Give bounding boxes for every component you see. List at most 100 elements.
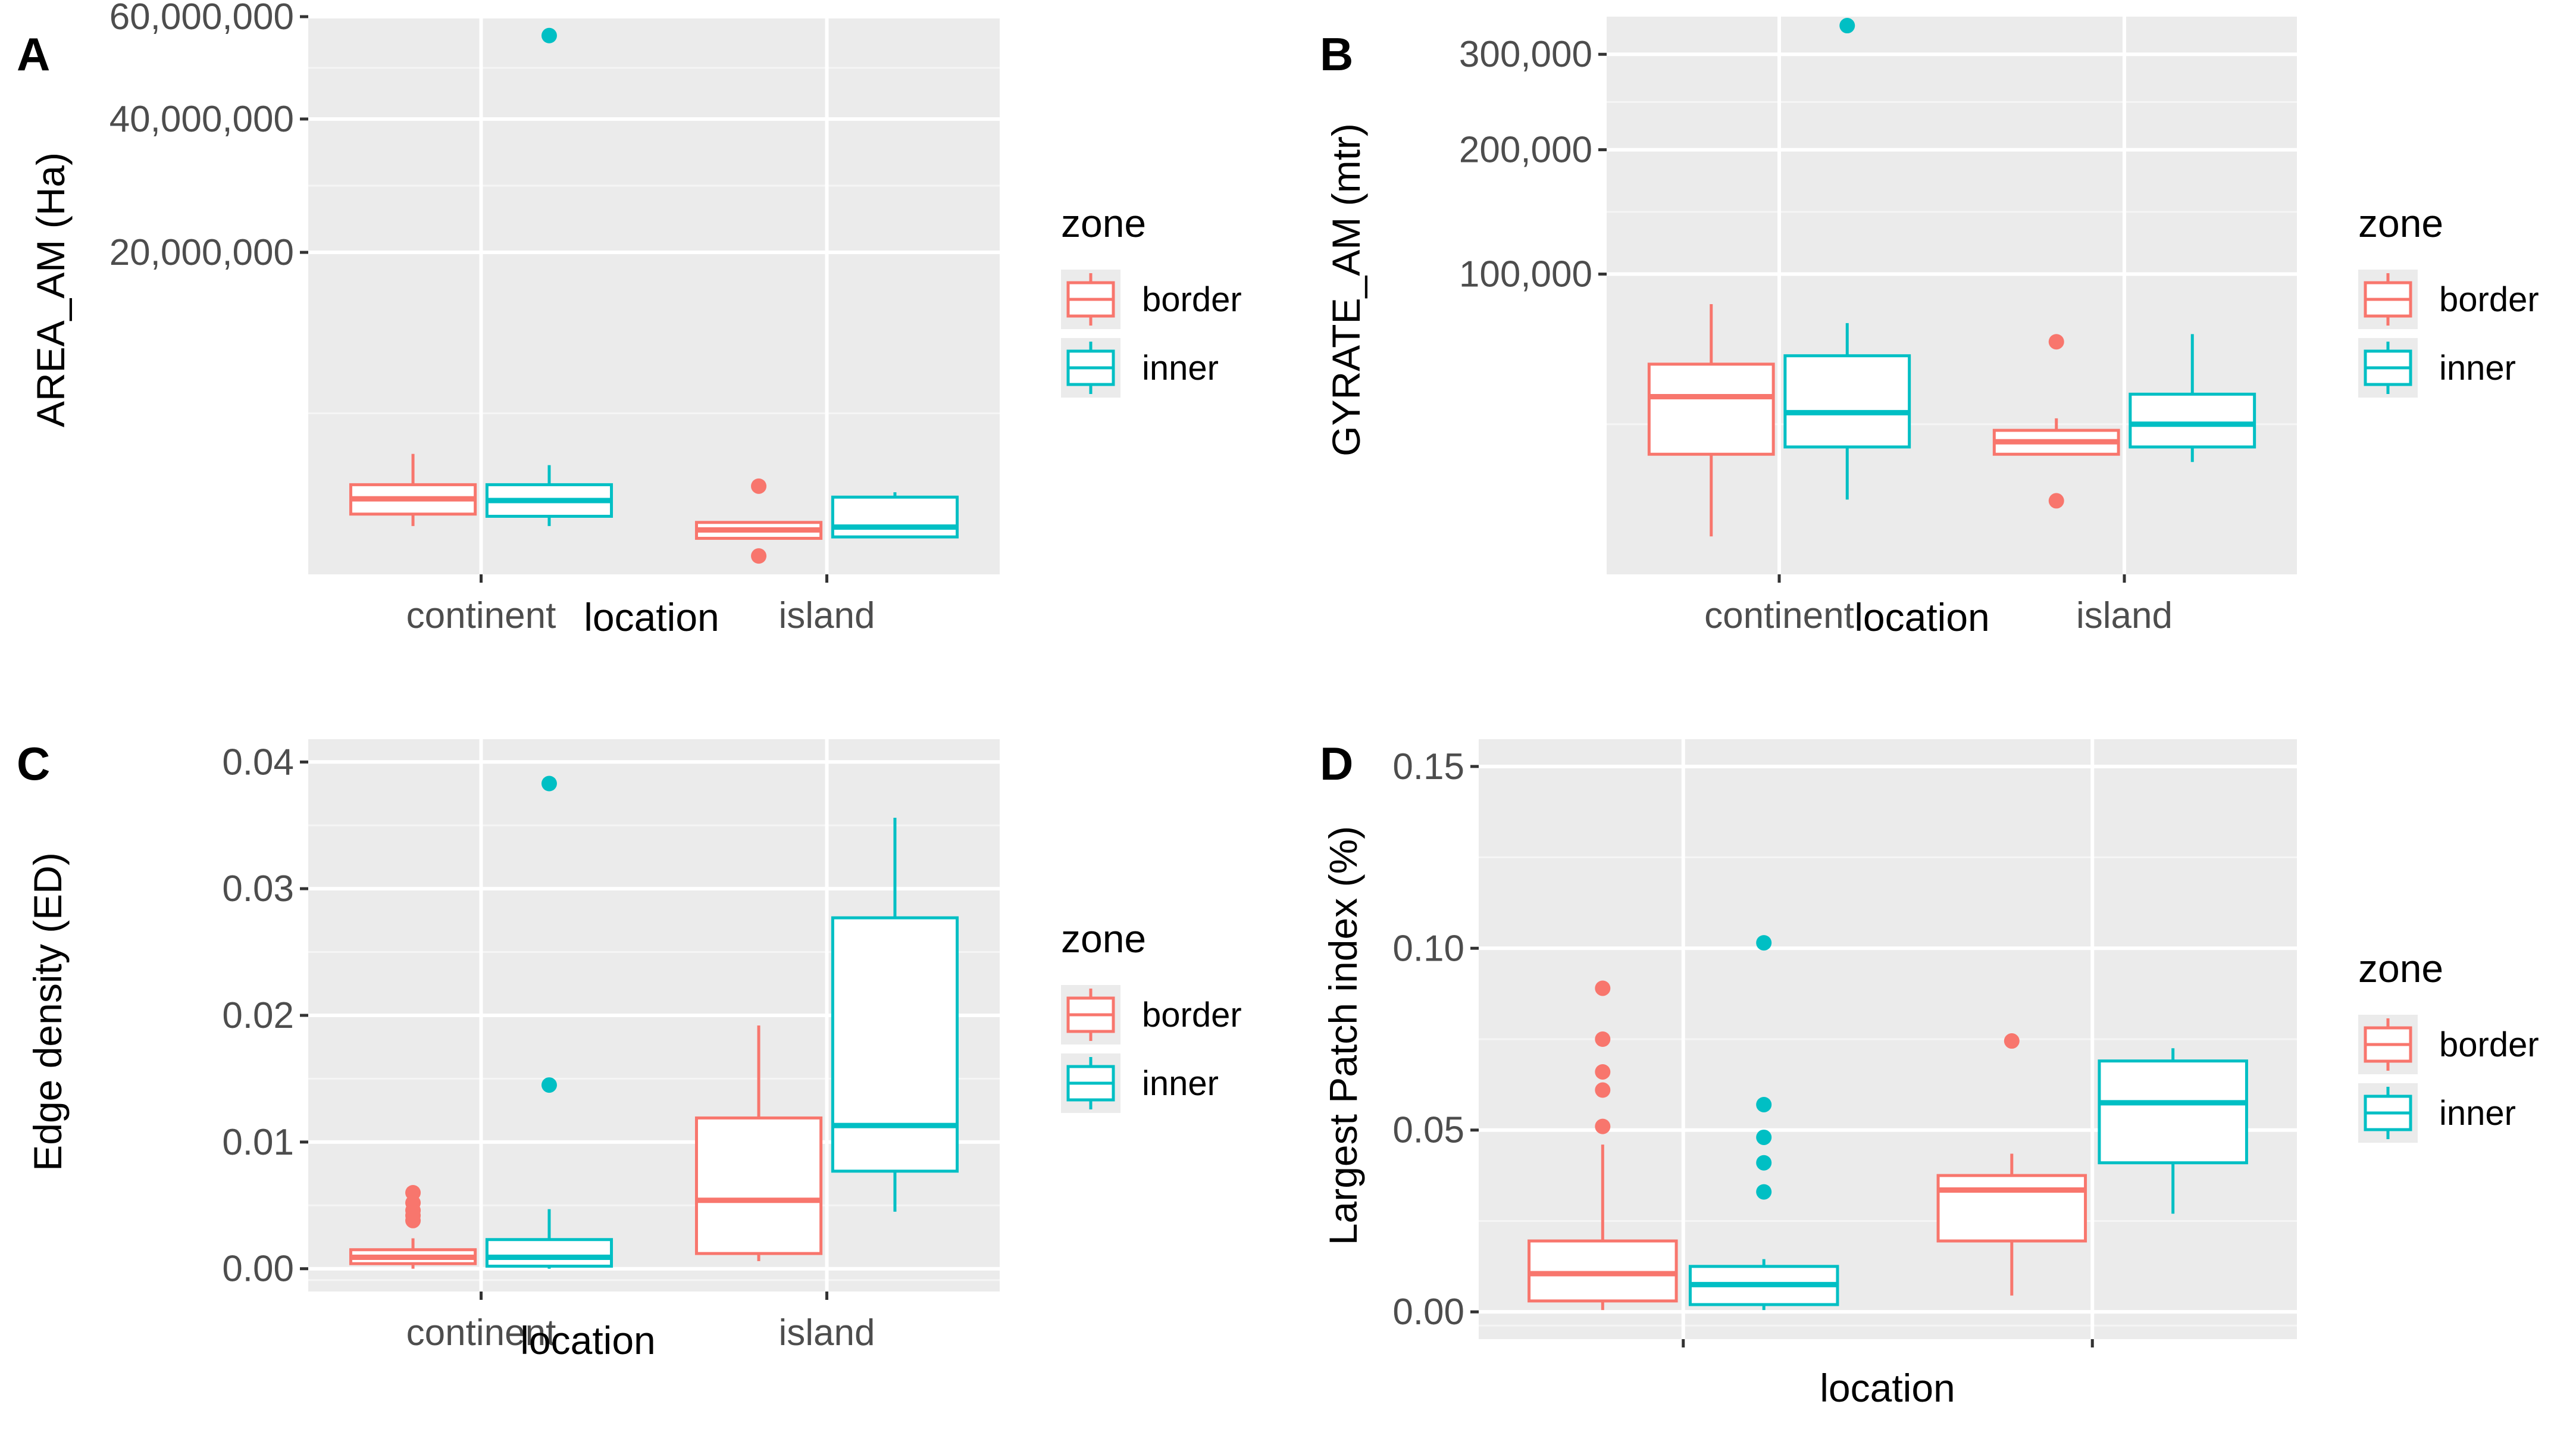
box-inner-first bbox=[1783, 18, 1911, 500]
legend: zone border inner bbox=[2358, 946, 2539, 1143]
x-tick-label: island bbox=[2076, 595, 2173, 636]
legend-label-inner: inner bbox=[2439, 1094, 2516, 1133]
y-tick-label: 0.04 bbox=[222, 742, 294, 783]
x-tick-label: continent bbox=[406, 595, 556, 636]
outlier-point bbox=[405, 1212, 421, 1228]
outlier-point bbox=[541, 1077, 557, 1093]
box-border-second bbox=[1992, 334, 2120, 509]
y-tick-label: 0.02 bbox=[222, 995, 294, 1036]
outlier-point bbox=[541, 776, 557, 792]
x-axis-title: location bbox=[520, 1318, 656, 1362]
iqr-box bbox=[1936, 1174, 2087, 1243]
box-inner-first bbox=[485, 27, 614, 526]
box-border-second bbox=[694, 478, 823, 564]
panel-B: 100,000 200,000 300,000 continent island Bloc… bbox=[1320, 17, 2539, 639]
legend: zone border inner bbox=[1061, 201, 1242, 398]
outlier-point bbox=[1756, 1184, 1772, 1200]
panel-letter: A bbox=[17, 28, 50, 80]
legend-label-inner: inner bbox=[2439, 349, 2516, 387]
box-inner-second bbox=[2098, 1048, 2248, 1214]
outlier-point bbox=[1595, 1031, 1611, 1047]
iqr-box bbox=[2098, 1059, 2248, 1165]
outlier-point bbox=[1595, 1118, 1611, 1134]
box-border-first bbox=[1528, 980, 1678, 1311]
box-border-first bbox=[349, 454, 477, 526]
y-tick-label: 40,000,000 bbox=[109, 99, 294, 140]
x-tick-label: island bbox=[779, 1312, 875, 1353]
outlier-point bbox=[2004, 1033, 2020, 1049]
iqr-box bbox=[694, 1116, 823, 1255]
panel-letter: B bbox=[1320, 28, 1353, 80]
x-tick-label: continent bbox=[1704, 595, 1854, 636]
outlier-point bbox=[1839, 18, 1855, 34]
y-tick-label: 0.03 bbox=[222, 868, 294, 909]
iqr-box bbox=[831, 916, 959, 1173]
legend-title: zone bbox=[1061, 201, 1146, 245]
y-axis-title: Edge density (ED) bbox=[26, 852, 70, 1171]
panel-A: 20,000,000 40,000,000 60,000,000 continent i… bbox=[17, 0, 1242, 639]
x-axis-title: location bbox=[1854, 595, 1990, 639]
y-tick-label: 60,000,000 bbox=[109, 0, 294, 37]
legend-label-border: border bbox=[2439, 280, 2539, 319]
legend-label-border: border bbox=[2439, 1025, 2539, 1064]
box-border-second bbox=[1936, 1033, 2087, 1296]
iqr-box bbox=[485, 1238, 614, 1268]
outlier-point bbox=[1756, 935, 1772, 951]
y-axis-title: Largest Patch index (%) bbox=[1321, 826, 1365, 1245]
y-axis-title: AREA_AM (Ha) bbox=[29, 152, 73, 427]
box-border-second bbox=[694, 1025, 823, 1261]
legend-label-border: border bbox=[1142, 280, 1242, 319]
iqr-box bbox=[1647, 362, 1775, 456]
panel-letter: C bbox=[17, 737, 50, 790]
y-tick-label: 20,000,000 bbox=[109, 232, 294, 273]
outlier-point bbox=[1756, 1096, 1772, 1112]
x-tick-label: island bbox=[779, 595, 875, 636]
y-axis-title: GYRATE_AM (mtr) bbox=[1324, 123, 1368, 456]
box-border-first bbox=[1647, 304, 1775, 537]
y-tick-label: 200,000 bbox=[1459, 130, 1592, 171]
y-tick-label: 0.01 bbox=[222, 1122, 294, 1163]
legend-label-border: border bbox=[1142, 996, 1242, 1034]
iqr-box bbox=[831, 495, 959, 539]
outlier-point bbox=[2048, 493, 2064, 509]
legend: zone border inner bbox=[1061, 917, 1242, 1113]
box-inner-first bbox=[485, 776, 614, 1269]
y-tick-label: 0.10 bbox=[1392, 928, 1464, 969]
box-inner-second bbox=[831, 492, 959, 539]
outlier-point bbox=[751, 478, 767, 494]
box-inner-second bbox=[831, 817, 959, 1212]
legend-label-inner: inner bbox=[1142, 349, 1219, 387]
plot-background bbox=[1607, 17, 2297, 574]
y-tick-label: 300,000 bbox=[1459, 34, 1592, 75]
outlier-point bbox=[1595, 1082, 1611, 1098]
panel-C: 0.00 0.01 0.02 0.03 0.04 continent island Cloca… bbox=[17, 737, 1242, 1362]
legend: zone border inner bbox=[2358, 201, 2539, 398]
iqr-box bbox=[1783, 354, 1911, 449]
legend-label-inner: inner bbox=[1142, 1064, 1219, 1103]
y-tick-label: 0.05 bbox=[1392, 1110, 1464, 1151]
outlier-point bbox=[2048, 334, 2064, 350]
plot-background bbox=[308, 17, 1000, 574]
y-tick-label: 0.00 bbox=[1392, 1292, 1464, 1333]
box-border-first bbox=[349, 1184, 477, 1269]
legend-title: zone bbox=[2358, 201, 2443, 245]
legend-title: zone bbox=[1061, 917, 1146, 961]
outlier-point bbox=[751, 548, 767, 564]
y-tick-label: 100,000 bbox=[1459, 254, 1592, 295]
outlier-point bbox=[1595, 980, 1611, 996]
box-inner-second bbox=[2129, 334, 2256, 462]
y-tick-label: 0.00 bbox=[222, 1249, 294, 1290]
x-axis-title: location bbox=[1820, 1366, 1955, 1410]
x-axis-title: location bbox=[584, 595, 719, 639]
outlier-point bbox=[1595, 1064, 1611, 1080]
outlier-point bbox=[1756, 1155, 1772, 1171]
legend-title: zone bbox=[2358, 946, 2443, 990]
panel-letter: D bbox=[1320, 737, 1353, 790]
outlier-point bbox=[1756, 1129, 1772, 1145]
y-tick-label: 0.15 bbox=[1392, 746, 1464, 787]
iqr-box bbox=[1528, 1239, 1678, 1303]
box-inner-first bbox=[1688, 935, 1839, 1311]
iqr-box bbox=[2129, 392, 2256, 449]
